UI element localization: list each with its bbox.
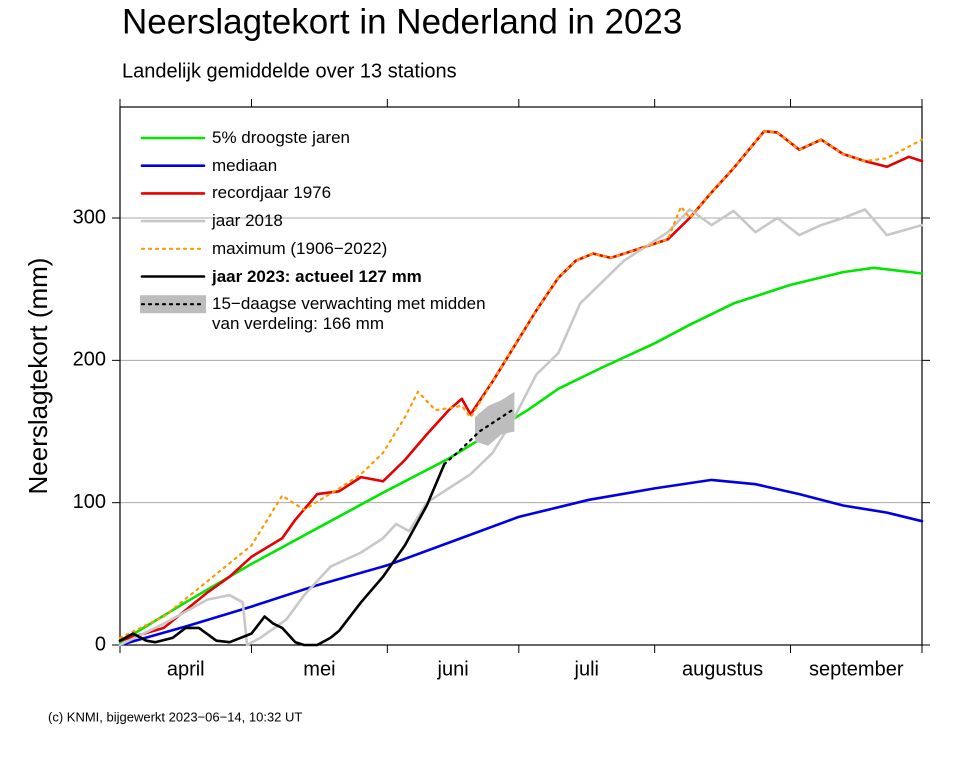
series-line <box>118 478 924 647</box>
chart-subtitle: Landelijk gemiddelde over 13 stations <box>122 60 457 82</box>
series-line <box>443 407 516 466</box>
x-tick-label: augustus <box>682 658 763 680</box>
y-tick-label: 300 <box>73 206 106 228</box>
forecast-band <box>475 391 515 446</box>
x-tick-label: juni <box>437 658 469 680</box>
legend-label: jaar 2023: actueel 127 mm <box>212 266 422 286</box>
legend-label: 15−daagse verwachting met midden van ver… <box>212 294 486 334</box>
legend-label: recordjaar 1976 <box>212 183 332 203</box>
series-line <box>118 462 446 647</box>
series-line <box>118 129 924 642</box>
y-tick-label: 0 <box>95 633 106 655</box>
x-tick-label: mei <box>303 658 335 680</box>
plot-frame <box>119 106 923 646</box>
series-line <box>118 130 924 639</box>
legend-label: maximum (1906−2022) <box>212 238 388 258</box>
x-tick-label: april <box>167 658 205 680</box>
y-tick-label: 200 <box>73 349 106 371</box>
series-line <box>118 266 924 644</box>
x-tick-label: juli <box>574 658 599 680</box>
chart-title: Neerslagtekort in Nederland in 2023 <box>122 2 682 41</box>
y-axis-label: Neerslagtekort (mm) <box>23 258 53 495</box>
legend-label: 5% droogste jaren <box>212 128 350 147</box>
footer: (c) KNMI, bijgewerkt 2023−06−14, 10:32 U… <box>48 709 302 724</box>
legend-label: mediaan <box>212 155 278 175</box>
y-tick-label: 100 <box>73 491 106 513</box>
legend-label: jaar 2018 <box>212 211 283 231</box>
x-tick-label: september <box>809 658 904 680</box>
